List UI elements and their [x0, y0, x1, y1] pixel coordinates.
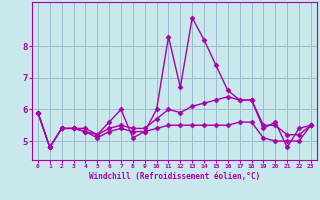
X-axis label: Windchill (Refroidissement éolien,°C): Windchill (Refroidissement éolien,°C)	[89, 172, 260, 181]
